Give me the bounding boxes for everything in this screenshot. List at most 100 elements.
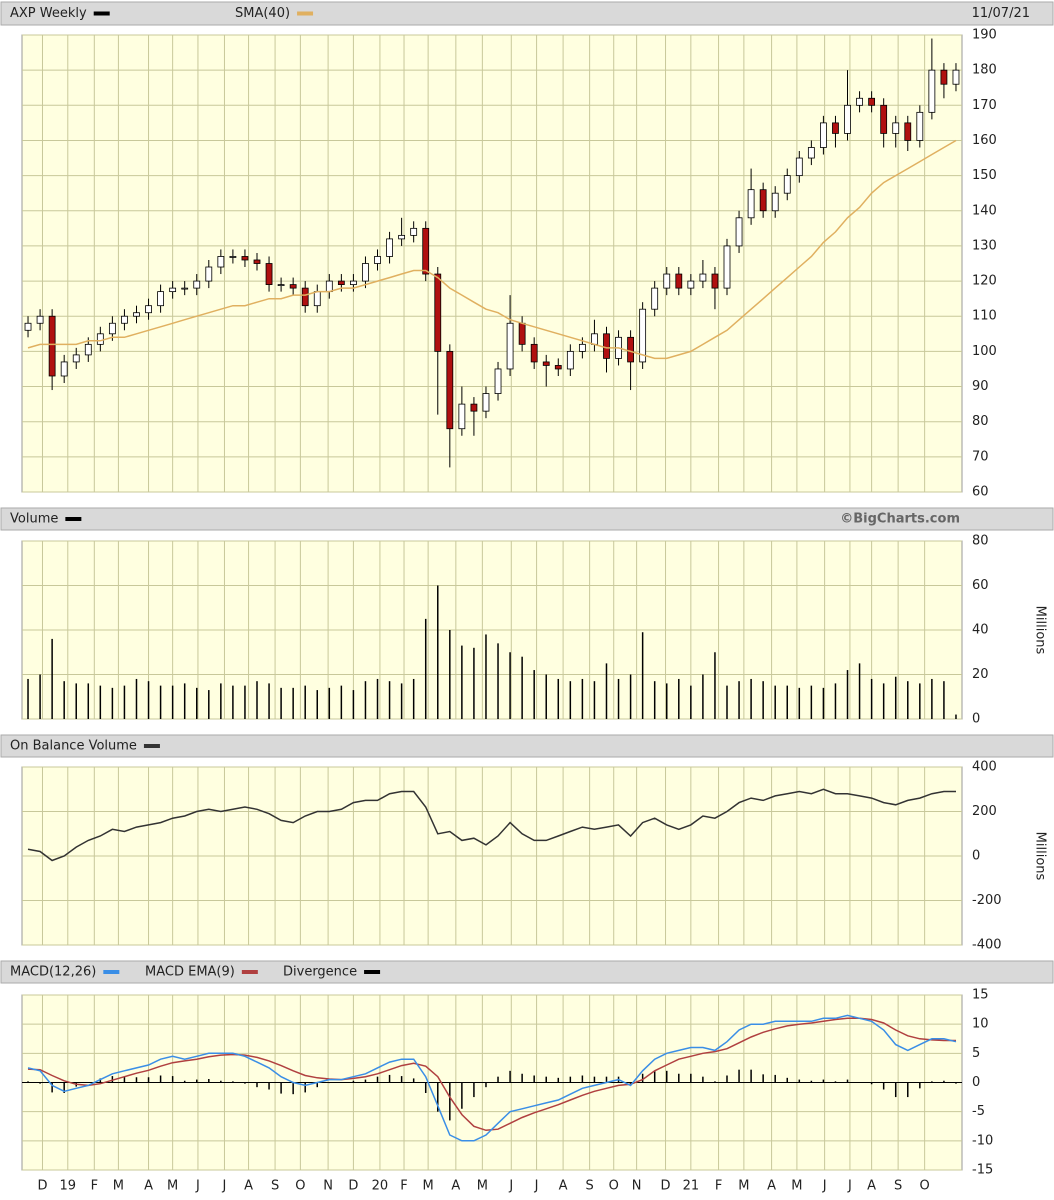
candle-body — [362, 263, 369, 282]
candle-body — [434, 273, 442, 352]
candle-body — [844, 104, 851, 134]
candle-body — [301, 287, 309, 307]
candle-body — [337, 280, 345, 285]
candle-body — [350, 280, 357, 285]
x-tick-label: N — [632, 1179, 642, 1194]
y-tick-label: -10 — [972, 1133, 993, 1148]
candle-body — [289, 284, 297, 289]
y-tick-label: 100 — [972, 344, 997, 359]
candle-body — [880, 104, 888, 134]
x-tick-label: J — [222, 1179, 227, 1194]
line — [27, 139, 957, 360]
candle-body — [108, 322, 116, 335]
x-tick-label: M — [738, 1179, 749, 1194]
candle-body — [904, 122, 912, 141]
x-tick-label: M — [167, 1179, 178, 1194]
y-tick-label: 60 — [972, 485, 989, 500]
candle-body — [832, 122, 839, 134]
candle-body — [675, 273, 683, 289]
candle-body — [253, 259, 261, 264]
candle-body — [795, 157, 803, 177]
candle-body — [313, 291, 321, 307]
candle-body — [193, 280, 201, 289]
y-tick-label: 0 — [972, 712, 980, 727]
candle-body — [940, 69, 948, 85]
y-tick-label: 0 — [972, 1075, 980, 1090]
legend-swatch — [65, 517, 82, 521]
x-tick-label: O — [295, 1179, 305, 1194]
y-tick-label: 160 — [972, 133, 997, 148]
candle-body — [169, 287, 177, 293]
candle-body — [229, 256, 237, 258]
legend-label: Volume — [10, 512, 58, 527]
candle-body — [651, 287, 659, 310]
candle-body — [856, 97, 863, 106]
candle-body — [133, 312, 140, 317]
candle-body — [578, 343, 586, 352]
y-tick-label: 10 — [972, 1017, 989, 1032]
candle-body — [892, 122, 900, 134]
y-tick-label: 15 — [972, 988, 989, 1003]
candle-body — [24, 322, 32, 331]
candle-body — [205, 266, 213, 282]
candle-body — [72, 354, 80, 363]
candle-body — [723, 245, 731, 289]
candle-body — [446, 350, 454, 430]
candle-body — [916, 111, 924, 141]
y-tick-label: 80 — [972, 534, 989, 549]
candle-body — [820, 122, 827, 148]
legend-label: MACD(12,26) — [10, 965, 96, 980]
candle-body — [735, 217, 743, 247]
x-tick-label: M — [113, 1179, 124, 1194]
candle-body — [759, 189, 767, 212]
legend-label: SMA(40) — [235, 6, 290, 21]
x-tick-label: D — [348, 1179, 358, 1194]
candle-body — [36, 315, 44, 324]
y-tick-label: 190 — [972, 28, 997, 43]
candle-body — [591, 333, 598, 345]
y-tick-label: -15 — [972, 1163, 993, 1178]
x-tick-label: O — [920, 1179, 930, 1194]
x-tick-label: S — [894, 1179, 902, 1194]
candle-body — [952, 69, 960, 85]
y-tick-label: 130 — [972, 238, 997, 253]
legend-label: MACD EMA(9) — [145, 965, 235, 980]
y-tick-label: 40 — [972, 623, 989, 638]
x-tick-label: A — [144, 1179, 153, 1194]
candle-body — [265, 263, 273, 285]
candle-body — [868, 97, 876, 106]
x-tick-label: J — [195, 1179, 200, 1194]
plot-area — [21, 34, 963, 493]
candle-body — [928, 69, 936, 113]
candle-body — [386, 238, 393, 257]
candle-body — [687, 280, 695, 289]
x-tick-label: F — [400, 1179, 407, 1194]
legend-label: AXP Weekly — [10, 6, 87, 21]
y-tick-label: -5 — [972, 1104, 985, 1119]
x-tick-label: 19 — [60, 1179, 77, 1194]
x-tick-label: S — [271, 1179, 279, 1194]
x-tick-label: M — [477, 1179, 488, 1194]
date-label: 11/07/21 — [972, 6, 1030, 21]
x-tick-label: F — [715, 1179, 722, 1194]
source-label: ©BigCharts.com — [840, 512, 960, 527]
x-tick-label: N — [323, 1179, 333, 1194]
y-tick-label: -200 — [972, 893, 1002, 908]
y-tick-label: 180 — [972, 63, 997, 78]
candle-body — [807, 147, 815, 159]
y-axis-label: Millions — [1033, 606, 1048, 655]
candle-body — [48, 315, 56, 377]
candle-body — [518, 322, 526, 345]
x-tick-label: D — [661, 1179, 671, 1194]
x-tick-label: M — [791, 1179, 802, 1194]
panel-header — [0, 734, 1054, 758]
candle-body — [84, 343, 92, 356]
candle-body — [410, 227, 418, 236]
x-tick-label: J — [534, 1179, 539, 1194]
x-tick-label: D — [37, 1179, 47, 1194]
panel-header — [0, 507, 1054, 531]
candle-body — [60, 361, 68, 377]
y-tick-label: 5 — [972, 1046, 980, 1061]
x-tick-label: O — [609, 1179, 619, 1194]
legend-swatch — [103, 970, 120, 974]
